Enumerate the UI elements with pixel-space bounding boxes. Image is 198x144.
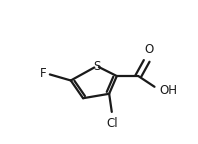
Text: S: S — [93, 60, 101, 73]
Text: OH: OH — [160, 84, 178, 97]
Text: Cl: Cl — [106, 117, 118, 130]
Text: F: F — [40, 67, 46, 80]
Text: O: O — [144, 43, 154, 56]
